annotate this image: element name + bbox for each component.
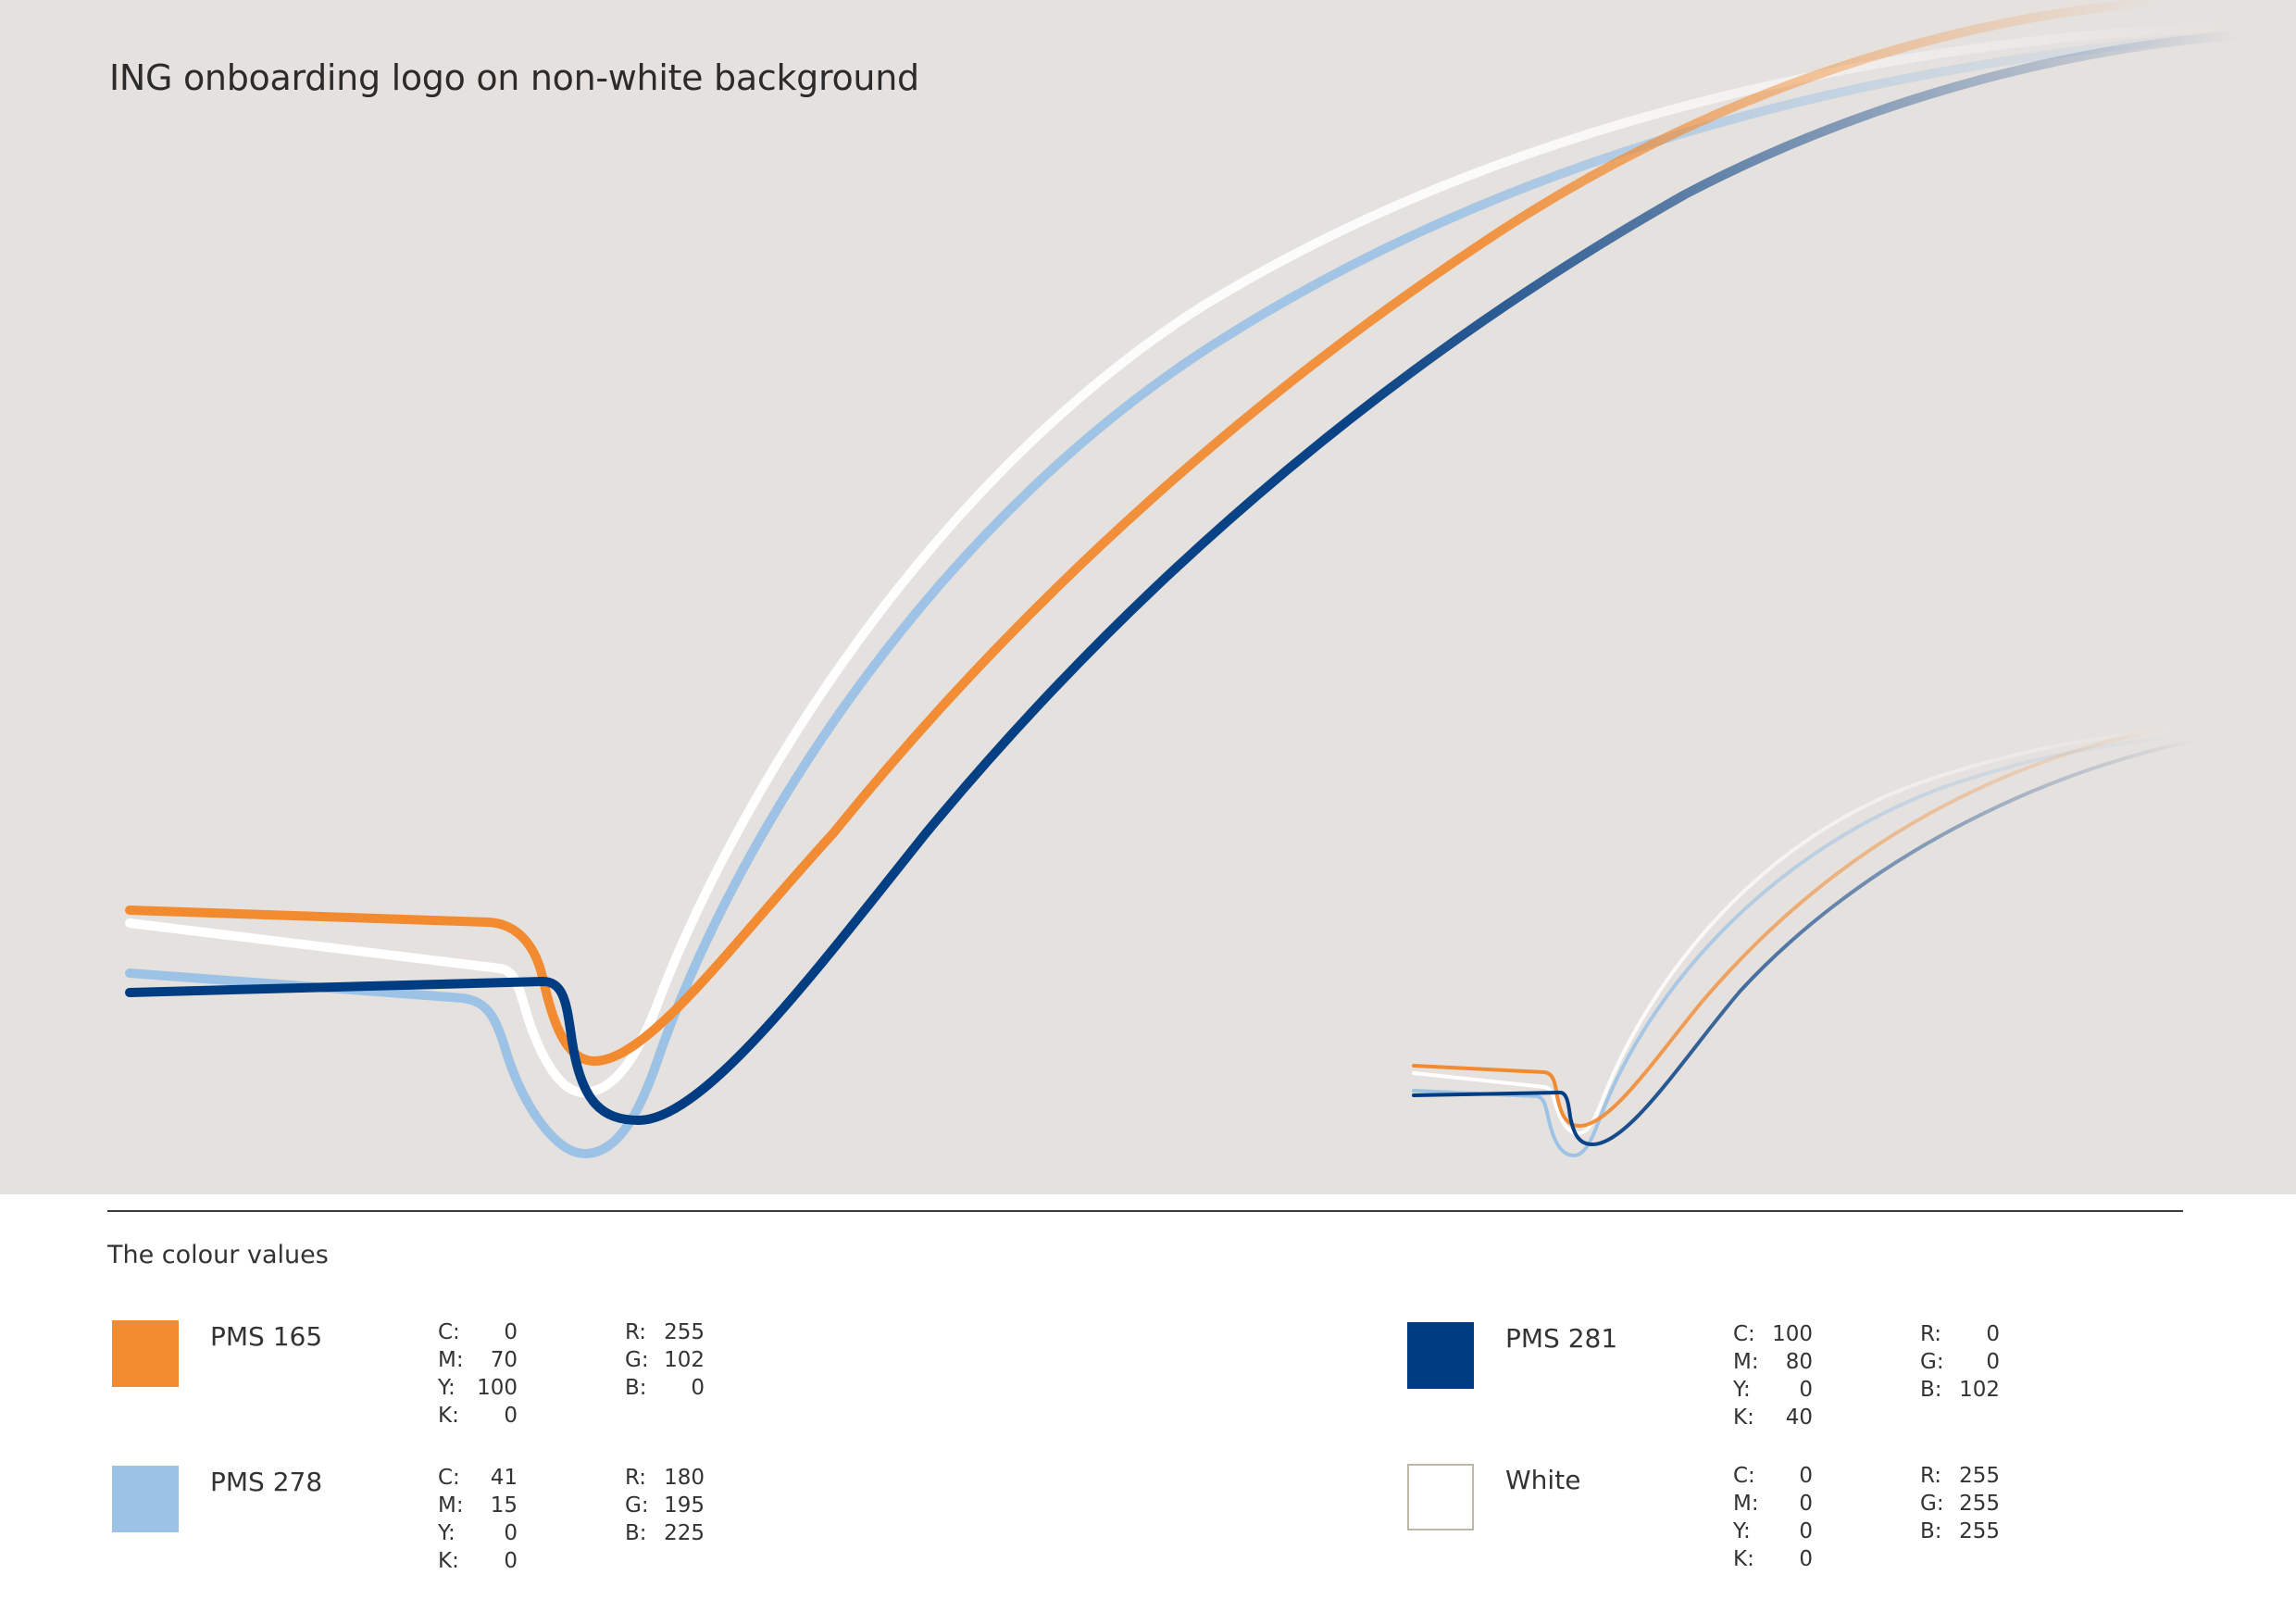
cmyk-label: C: — [1733, 1464, 1755, 1488]
cmyk-label: Y: — [438, 1376, 455, 1400]
cmyk-label: Y: — [1733, 1519, 1751, 1543]
logo-line-orange — [125, 0, 2162, 1066]
colour-entry-white: White C: 0 M: 0 Y: 0 K: 0 R: 255 G: 255 B: 255 — [1407, 1464, 2296, 1584]
logo-showcase-panel: ING onboarding logo on non-white backgro… — [0, 0, 2296, 1194]
colour-swatch — [1407, 1322, 1474, 1389]
cmyk-label: Y: — [1733, 1378, 1751, 1402]
rgb-value: 180 — [664, 1466, 705, 1490]
logo-line-dark-blue — [125, 31, 2245, 1125]
cmyk-value: 0 — [504, 1320, 518, 1344]
cmyk-value: 100 — [477, 1376, 518, 1400]
cmyk-value: 70 — [490, 1348, 518, 1372]
cmyk-value: 100 — [1772, 1322, 1813, 1346]
cmyk-value: 0 — [1799, 1378, 1813, 1402]
cmyk-value: 15 — [490, 1493, 518, 1518]
rgb-label: B: — [1920, 1519, 1942, 1543]
rgb-value: 255 — [1959, 1519, 2000, 1543]
rgb-value: 0 — [1986, 1322, 2000, 1346]
rgb-label: G: — [625, 1348, 649, 1372]
section-divider — [107, 1210, 2183, 1212]
cmyk-label: K: — [1733, 1547, 1754, 1571]
rgb-label: B: — [625, 1521, 647, 1545]
cmyk-value: 40 — [1785, 1405, 1813, 1430]
rgb-label: G: — [1920, 1350, 1944, 1374]
cmyk-label: C: — [1733, 1322, 1755, 1346]
rgb-label: R: — [1920, 1322, 1942, 1346]
rgb-label: R: — [625, 1466, 647, 1490]
rgb-value: 255 — [1959, 1464, 2000, 1488]
cmyk-label: M: — [438, 1348, 464, 1372]
rgb-label: G: — [1920, 1492, 1944, 1516]
cmyk-value: 0 — [504, 1549, 518, 1573]
rgb-label: R: — [1920, 1464, 1942, 1488]
cmyk-value: 0 — [504, 1521, 518, 1545]
rgb-value: 255 — [1959, 1492, 2000, 1516]
cmyk-value: 41 — [490, 1466, 518, 1490]
rgb-value: 195 — [664, 1493, 705, 1518]
cmyk-label: Y: — [438, 1521, 455, 1545]
rgb-label: B: — [625, 1376, 647, 1400]
onboarding-logo-illustration — [125, 0, 2245, 1158]
rgb-label: G: — [625, 1493, 649, 1518]
rgb-values: R: 180 G: 195 B: 225 — [625, 1464, 705, 1547]
small-logo-line-orange — [1412, 726, 2168, 1128]
cmyk-value: 0 — [1799, 1464, 1813, 1488]
cmyk-values: C: 0 M: 70 Y: 100 K: 0 — [438, 1318, 518, 1430]
rgb-value: 225 — [664, 1521, 705, 1545]
rgb-value: 102 — [664, 1348, 705, 1372]
rgb-values: R: 255 G: 102 B: 0 — [625, 1318, 705, 1402]
colour-swatch — [1407, 1464, 1474, 1530]
cmyk-label: M: — [1733, 1350, 1759, 1374]
colour-swatch — [112, 1320, 179, 1387]
logo-line-light-blue — [125, 31, 2236, 1158]
large-logo-lines — [125, 0, 2245, 1158]
page-title: ING onboarding logo on non-white backgro… — [109, 57, 919, 98]
colour-name: White — [1505, 1465, 1581, 1495]
rgb-label: R: — [625, 1320, 647, 1344]
small-logo-lines — [1412, 726, 2196, 1157]
cmyk-values: C: 41 M: 15 Y: 0 K: 0 — [438, 1464, 518, 1575]
cmyk-label: K: — [438, 1404, 459, 1428]
colour-name: PMS 165 — [210, 1321, 323, 1352]
cmyk-label: K: — [1733, 1405, 1754, 1430]
cmyk-label: M: — [1733, 1492, 1759, 1516]
colour-name: PMS 278 — [210, 1467, 323, 1497]
cmyk-value: 0 — [1799, 1547, 1813, 1571]
small-logo-line-light-blue — [1412, 735, 2187, 1157]
rgb-values: R: 255 G: 255 B: 255 — [1920, 1462, 2000, 1545]
cmyk-label: K: — [438, 1549, 459, 1573]
cmyk-value: 0 — [1799, 1492, 1813, 1516]
logo-line-white — [125, 21, 2236, 1097]
rgb-label: B: — [1920, 1378, 1942, 1402]
colour-entry-pms-165: PMS 165 C: 0 M: 70 Y: 100 K: 0 R: 255 G: 102 B… — [112, 1320, 1038, 1441]
cmyk-label: C: — [438, 1320, 460, 1344]
colour-name: PMS 281 — [1505, 1323, 1618, 1354]
colour-entry-pms-278: PMS 278 C: 41 M: 15 Y: 0 K: 0 R: 180 G: 195 B:… — [112, 1466, 1038, 1586]
rgb-value: 0 — [1986, 1350, 2000, 1374]
cmyk-values: C: 0 M: 0 Y: 0 K: 0 — [1733, 1462, 1813, 1573]
rgb-value: 102 — [1959, 1378, 2000, 1402]
small-logo-line-dark-blue — [1412, 739, 2196, 1146]
cmyk-value: 0 — [504, 1404, 518, 1428]
cmyk-value: 80 — [1785, 1350, 1813, 1374]
cmyk-label: C: — [438, 1466, 460, 1490]
colour-entry-pms-281: PMS 281 C: 100 M: 80 Y: 0 K: 40 R: 0 G: 0 B: 10… — [1407, 1322, 2296, 1443]
cmyk-values: C: 100 M: 80 Y: 0 K: 40 — [1733, 1320, 1813, 1431]
section-title: The colour values — [107, 1241, 329, 1269]
cmyk-value: 0 — [1799, 1519, 1813, 1543]
rgb-value: 0 — [691, 1376, 705, 1400]
rgb-values: R: 0 G: 0 B: 102 — [1920, 1320, 2000, 1404]
colour-swatch — [112, 1466, 179, 1532]
cmyk-label: M: — [438, 1493, 464, 1518]
rgb-value: 255 — [664, 1320, 705, 1344]
small-logo-line-white — [1412, 728, 2187, 1135]
